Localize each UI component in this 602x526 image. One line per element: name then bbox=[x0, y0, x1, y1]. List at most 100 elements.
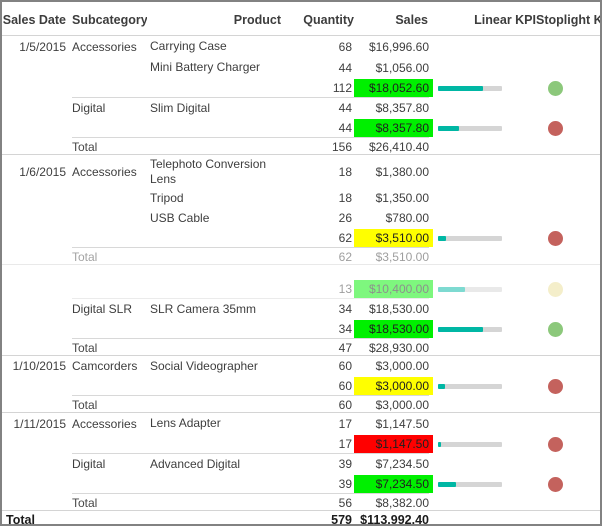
cell-sales-date: 1/11/2015 bbox=[13, 416, 67, 431]
linear-kpi-bar bbox=[438, 383, 502, 389]
cell-quantity: 26 bbox=[338, 211, 352, 225]
cell-sales: $1,147.50 bbox=[375, 416, 429, 431]
cell-product: Advanced Digital bbox=[150, 456, 241, 471]
stoplight-kpi-indicator bbox=[548, 378, 563, 394]
stoplight-kpi-indicator bbox=[548, 321, 563, 337]
linear-kpi-bar bbox=[438, 481, 502, 487]
table-row: Digital SLR SLR Camera 35mm 34 $18,530.0… bbox=[2, 299, 600, 319]
linear-kpi-bar bbox=[438, 326, 502, 332]
cell-sales: $8,357.80 bbox=[375, 101, 429, 115]
cell-sales-subtotal: $3,000.00 bbox=[354, 377, 433, 395]
cell-quantity-subtotal: 34 bbox=[338, 322, 352, 336]
sales-kpi-cell: $18,052.60 bbox=[354, 79, 433, 97]
linear-kpi-cell bbox=[433, 235, 514, 241]
cell-subcategory: Digital bbox=[72, 457, 106, 471]
total-label: Total bbox=[72, 340, 98, 355]
cell-quantity: 39 bbox=[338, 457, 352, 471]
cell-sales-date: 1/10/2015 bbox=[12, 359, 66, 373]
section-total-row: Total 47 $28,930.00 bbox=[2, 339, 600, 356]
cell-sales-subtotal: $18,052.60 bbox=[354, 79, 433, 97]
cell-sales: $1,056.00 bbox=[375, 60, 429, 75]
cell-sales: $16,996.60 bbox=[368, 39, 429, 54]
sales-kpi-cell: $3,000.00 bbox=[354, 377, 433, 395]
linear-kpi-bar bbox=[438, 286, 502, 292]
linear-kpi-fill bbox=[438, 326, 484, 332]
table-row: Tripod 18 $1,350.00 bbox=[2, 188, 600, 208]
linear-kpi-bar bbox=[438, 441, 502, 447]
stoplight-kpi-cell bbox=[514, 281, 600, 297]
cell-sales-total: $8,382.00 bbox=[375, 495, 429, 510]
linear-kpi-cell bbox=[433, 441, 514, 447]
cell-quantity-subtotal: 60 bbox=[338, 379, 352, 393]
cell-sales: $7,234.50 bbox=[375, 457, 429, 471]
subtotal-row: 60 $3,000.00 bbox=[2, 376, 600, 396]
cell-sales: $780.00 bbox=[385, 211, 429, 225]
grand-total-quantity: 579 bbox=[331, 513, 352, 526]
stoplight-kpi-indicator bbox=[548, 436, 563, 452]
cell-subcategory: Digital bbox=[72, 101, 106, 115]
linear-kpi-fill bbox=[438, 125, 460, 131]
cell-sales: $3,000.00 bbox=[375, 359, 429, 373]
linear-kpi-fill bbox=[438, 286, 465, 292]
subtotal-row: 17 $1,147.50 bbox=[2, 434, 600, 454]
cell-subcategory: Camcorders bbox=[72, 359, 138, 373]
cell-subcategory: Accessories bbox=[72, 39, 137, 54]
column-header-sales-date: Sales Date bbox=[2, 13, 66, 27]
linear-kpi-bar bbox=[438, 85, 502, 91]
cell-quantity-subtotal: 62 bbox=[338, 231, 352, 245]
column-header-quantity: Quantity bbox=[303, 13, 354, 27]
cell-quantity-subtotal: 112 bbox=[332, 81, 352, 95]
cell-sales-subtotal: $1,147.50 bbox=[354, 435, 433, 453]
cell-sales-date: 1/5/2015 bbox=[19, 39, 66, 54]
cell-quantity: 18 bbox=[338, 164, 352, 179]
cell-quantity: 44 bbox=[338, 101, 352, 115]
sales-kpi-cell: $7,234.50 bbox=[354, 475, 433, 493]
table-row: USB Cable 26 $780.00 bbox=[2, 208, 600, 228]
cell-product: Lens Adapter bbox=[150, 416, 221, 430]
subtotal-row: 112 $18,052.60 bbox=[2, 78, 600, 98]
linear-kpi-fill bbox=[438, 383, 446, 389]
stoplight-kpi-indicator bbox=[548, 120, 563, 136]
column-header-stoplight-kpi: Stoplight KPI bbox=[536, 13, 600, 27]
cell-product: Slim Digital bbox=[150, 100, 211, 115]
linear-kpi-fill bbox=[438, 481, 456, 487]
stoplight-kpi-cell bbox=[514, 230, 600, 246]
cell-product: Tripod bbox=[150, 190, 184, 205]
cell-quantity: 18 bbox=[338, 191, 352, 205]
cell-quantity-total: 60 bbox=[338, 397, 352, 412]
total-label: Total bbox=[72, 397, 98, 412]
sales-kpi-cell: $10,400.00 bbox=[354, 280, 433, 298]
cell-sales-subtotal: $3,510.00 bbox=[354, 229, 433, 247]
cell-product: Mini Battery Charger bbox=[150, 60, 261, 74]
section-total-row: Total 60 $3,000.00 bbox=[2, 396, 600, 413]
cell-sales-subtotal: $18,530.00 bbox=[354, 320, 433, 338]
cell-sales-total: $26,410.40 bbox=[368, 139, 429, 154]
stoplight-kpi-cell bbox=[514, 378, 600, 394]
sales-kpi-cell: $8,357.80 bbox=[354, 119, 433, 137]
cell-product: USB Cable bbox=[150, 210, 210, 225]
linear-kpi-cell bbox=[433, 326, 514, 332]
cell-quantity-total: 156 bbox=[331, 139, 352, 154]
linear-kpi-bar bbox=[438, 125, 502, 131]
linear-kpi-fill bbox=[438, 85, 484, 91]
stoplight-kpi-indicator bbox=[548, 80, 563, 96]
cell-sales-total: $28,930.00 bbox=[368, 340, 429, 355]
linear-kpi-fill bbox=[438, 235, 447, 241]
column-header-sales: Sales bbox=[395, 13, 428, 27]
column-header-linear-kpi: Linear KPI bbox=[474, 13, 536, 27]
table-row: 1/10/2015 Camcorders Social Videographer… bbox=[2, 356, 600, 376]
subtotal-row: 13 $10,400.00 bbox=[2, 279, 600, 299]
cell-quantity-total: 47 bbox=[338, 340, 352, 355]
faded-spacer-row bbox=[2, 265, 600, 279]
cell-sales-total: $3,000.00 bbox=[375, 397, 429, 412]
table-header-row: Sales Date Subcategory Product Quantity … bbox=[2, 2, 600, 36]
grand-total-sales: $113,992.40 bbox=[360, 513, 429, 526]
table-row: Digital Slim Digital 44 $8,357.80 bbox=[2, 98, 600, 118]
cell-sales-subtotal: $10,400.00 bbox=[354, 280, 433, 298]
stoplight-kpi-cell bbox=[514, 476, 600, 492]
linear-kpi-cell bbox=[433, 383, 514, 389]
table-row: 1/6/2015 Accessories Telephoto Conversio… bbox=[2, 155, 600, 188]
table-row: 1/11/2015 Accessories Lens Adapter 17 $1… bbox=[2, 413, 600, 434]
stoplight-kpi-cell bbox=[514, 321, 600, 337]
